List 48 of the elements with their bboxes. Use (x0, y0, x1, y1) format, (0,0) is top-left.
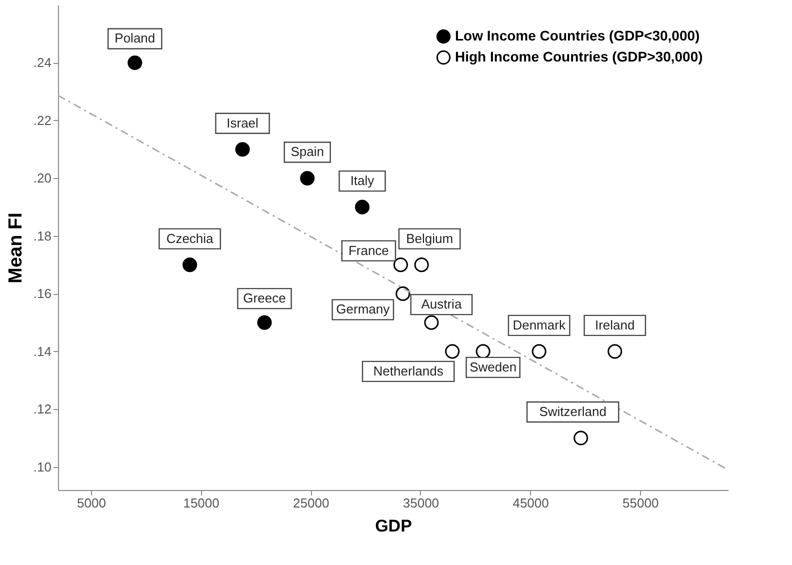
y-tick-label: .16 (33, 286, 52, 302)
point (354, 200, 370, 214)
x-tick-label: 35000 (402, 496, 440, 510)
y-tick-label: .14 (33, 344, 52, 359)
x-tick-label: 25000 (293, 496, 330, 510)
annotation: Ireland (594, 317, 635, 332)
x-tick-label: 15000 (183, 496, 220, 510)
point (476, 344, 490, 359)
x-tick-label: 55000 (622, 496, 659, 510)
point (532, 344, 546, 359)
legend-label: High Income Countries (GDP>30,000) (455, 48, 703, 64)
y-tick-label: .18 (33, 228, 52, 244)
annotation: Czechia (166, 230, 214, 246)
annotation: Switzerland (539, 404, 606, 420)
annotation: Poland (114, 30, 156, 46)
point (182, 258, 198, 272)
annotation: Belgium (406, 230, 454, 246)
point (235, 142, 250, 157)
y-tick-label: .24 (33, 55, 52, 70)
y-axis-title: Mean FI (5, 212, 26, 284)
annotation: Greece (243, 290, 286, 306)
x-tick-label: 5000 (76, 496, 106, 510)
annotation: Sweden (470, 359, 517, 374)
annotation: Spain (290, 144, 324, 160)
point (393, 258, 408, 272)
annotation: Israel (226, 115, 259, 130)
point (608, 344, 622, 359)
point (424, 315, 439, 330)
point (574, 430, 588, 446)
y-tick-label: .22 (33, 112, 52, 128)
annotation: Italy (350, 173, 375, 188)
point (128, 55, 142, 70)
point (257, 315, 272, 330)
annotation: Germany (336, 302, 390, 317)
point (414, 258, 429, 272)
x-axis-title: GDP (375, 516, 412, 536)
point (300, 170, 315, 186)
point (396, 286, 410, 301)
annotation: France (348, 242, 389, 258)
annotation: Netherlands (373, 363, 444, 378)
y-tick-label: .10 (33, 459, 52, 474)
y-tick-label: .20 (33, 170, 52, 186)
legend-label: Low Income Countries (GDP<30,000) (455, 28, 700, 44)
point (445, 344, 460, 359)
x-tick-label: 45000 (512, 496, 549, 510)
annotation: Austria (421, 296, 462, 312)
y-tick-label: .12 (33, 402, 52, 417)
annotation: Denmark (512, 317, 566, 332)
